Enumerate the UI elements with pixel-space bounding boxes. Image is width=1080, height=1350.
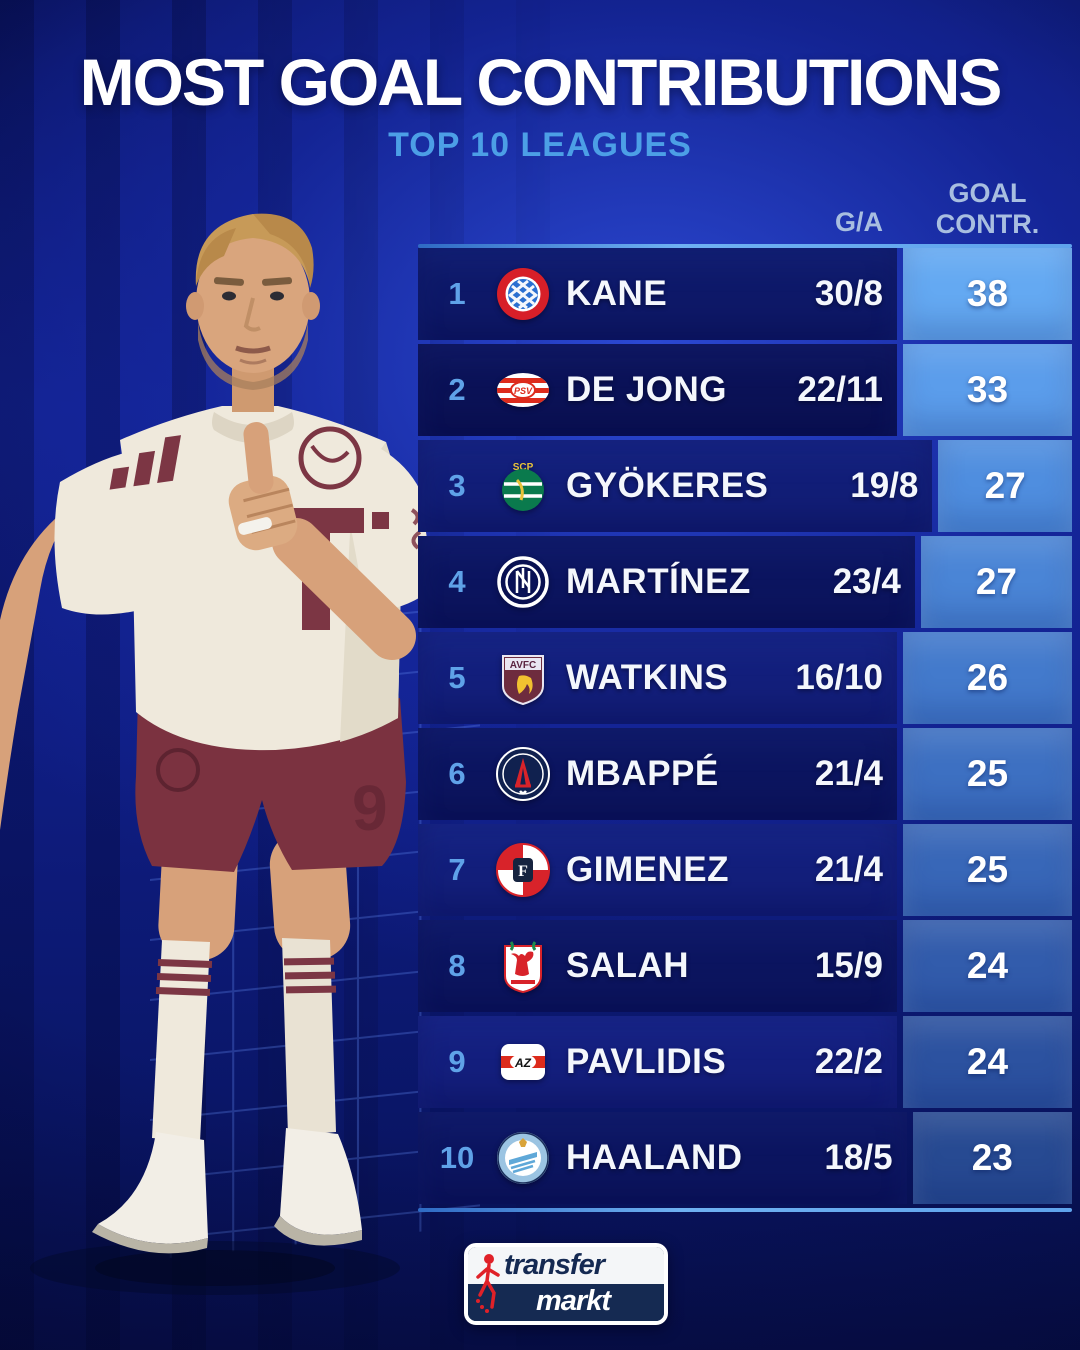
player-name: PAVLIDIS <box>566 1042 727 1081</box>
table-row: 2 PSV DE JONG 22/11 33 <box>418 344 1072 436</box>
goal-contributions-cell: 25 <box>903 824 1072 916</box>
goals-assists-value: 15/9 <box>814 946 883 985</box>
liverpool-badge-icon <box>494 937 552 995</box>
table-row: 4 MARTÍNEZ 23/4 27 <box>418 536 1072 628</box>
leaderboard-table: G/A GOAL CONTR. 1 KANE 30/8 38 <box>418 178 1072 1212</box>
goal-contributions-cell: 27 <box>920 536 1072 628</box>
rank-number: 3 <box>448 468 466 503</box>
table-row: 1 KANE 30/8 38 <box>418 248 1072 340</box>
goal-contributions-cell: 25 <box>903 728 1072 820</box>
goals-assists-value: 30/8 <box>814 274 883 313</box>
player-name: WATKINS <box>566 658 729 697</box>
svg-text:AZ: AZ <box>514 1056 532 1070</box>
bayern-munich-badge-icon <box>494 265 552 323</box>
table-row: 8 SALAH 15/9 24 <box>418 920 1072 1012</box>
table-row: 5 AVFC WATKINS 16/10 26 <box>418 632 1072 724</box>
rank-number: 7 <box>448 852 466 887</box>
feyenoord-badge-icon: F <box>494 841 552 899</box>
goals-assists-value: 21/4 <box>814 850 883 889</box>
goal-contributions-cell: 24 <box>903 1016 1072 1108</box>
column-header-ga: G/A <box>834 207 883 237</box>
goals-assists-value: 16/10 <box>795 658 883 697</box>
svg-text:AVFC: AVFC <box>510 660 536 671</box>
rank-number: 9 <box>448 1044 466 1079</box>
transfermarkt-player-icon <box>476 1254 500 1313</box>
goal-contributions-cell: 24 <box>903 920 1072 1012</box>
aston-villa-badge-icon: AVFC <box>494 649 552 707</box>
player-photo-harry-kane: 9 <box>0 213 434 1295</box>
sporting-cp-badge-icon: SCP <box>494 457 552 515</box>
goals-assists-value: 19/8 <box>850 466 919 505</box>
page-subtitle: TOP 10 LEAGUES <box>388 126 692 164</box>
rank-number: 1 <box>448 276 466 311</box>
inter-milan-badge-icon <box>494 553 552 611</box>
table-row: 3 SCP GYÖKERES 19/8 27 <box>418 440 1072 532</box>
column-header-goal-contr: GOAL CONTR. <box>903 178 1072 240</box>
svg-text:PSV: PSV <box>514 386 533 396</box>
transfermarkt-logo-bottom-text: markt <box>468 1284 664 1321</box>
table-rows: 1 KANE 30/8 38 2 PSV DE JONG 22/11 <box>418 248 1072 1204</box>
row-main: 6 MBAPPÉ 21/4 <box>418 728 897 820</box>
table-bottom-edge <box>418 1208 1072 1212</box>
player-name: GIMENEZ <box>566 850 729 889</box>
page-title: MOST GOAL CONTRIBUTIONS <box>79 45 1003 119</box>
goals-assists-value: 23/4 <box>832 562 901 601</box>
transfermarkt-logo: transfer markt <box>464 1243 668 1325</box>
goal-contributions-cell: 38 <box>903 248 1072 340</box>
table-top-edge <box>418 244 1072 248</box>
psv-eindhoven-badge-icon: PSV <box>494 361 552 419</box>
table-header: G/A GOAL CONTR. <box>418 178 1072 244</box>
player-name: HAALAND <box>566 1138 743 1177</box>
rank-number: 2 <box>448 372 466 407</box>
transfermarkt-logo-top-text: transfer <box>468 1247 664 1284</box>
table-row: 7 F GIMENEZ 21/4 25 <box>418 824 1072 916</box>
player-name: GYÖKERES <box>566 466 769 505</box>
row-main: 4 MARTÍNEZ 23/4 <box>418 536 915 628</box>
row-main: 8 SALAH 15/9 <box>418 920 897 1012</box>
row-main: 3 SCP GYÖKERES 19/8 <box>418 440 933 532</box>
manchester-city-badge-icon <box>494 1129 552 1187</box>
svg-text:9: 9 <box>352 772 388 844</box>
rank-number: 5 <box>448 660 466 695</box>
player-name: SALAH <box>566 946 690 985</box>
row-main: 1 KANE 30/8 <box>418 248 897 340</box>
row-main: 2 PSV DE JONG 22/11 <box>418 344 897 436</box>
table-row: 9 AZ PAVLIDIS 22/2 24 <box>418 1016 1072 1108</box>
column-header-goal-line: GOAL <box>948 178 1027 208</box>
row-main: 10 HAALAND 18/5 <box>418 1112 907 1204</box>
psg-badge-icon <box>494 745 552 803</box>
goal-contributions-cell: 23 <box>912 1112 1072 1204</box>
az-alkmaar-badge-icon: AZ <box>494 1033 552 1091</box>
svg-text:SCP: SCP <box>513 462 534 473</box>
goals-assists-value: 22/2 <box>814 1042 883 1081</box>
goal-contributions-cell: 33 <box>903 344 1072 436</box>
goals-assists-value: 22/11 <box>797 370 883 409</box>
row-main: 7 F GIMENEZ 21/4 <box>418 824 897 916</box>
table-row: 10 HAALAND 18/5 23 <box>418 1112 1072 1204</box>
row-main: 5 AVFC WATKINS 16/10 <box>418 632 897 724</box>
column-header-contr-line: CONTR. <box>935 209 1040 239</box>
player-name: DE JONG <box>566 370 728 409</box>
rank-number: 10 <box>439 1140 475 1175</box>
rank-number: 6 <box>448 756 466 791</box>
rank-number: 8 <box>448 948 466 983</box>
goal-contributions-cell: 27 <box>938 440 1072 532</box>
player-name: MARTÍNEZ <box>566 562 751 601</box>
goals-assists-value: 18/5 <box>824 1138 893 1177</box>
rank-number: 4 <box>448 564 466 599</box>
row-main: 9 AZ PAVLIDIS 22/2 <box>418 1016 897 1108</box>
goals-assists-value: 21/4 <box>814 754 883 793</box>
table-row: 6 MBAPPÉ 21/4 25 <box>418 728 1072 820</box>
goal-contributions-cell: 26 <box>903 632 1072 724</box>
player-name: KANE <box>566 274 668 313</box>
player-name: MBAPPÉ <box>566 754 719 793</box>
svg-text:F: F <box>518 863 528 880</box>
